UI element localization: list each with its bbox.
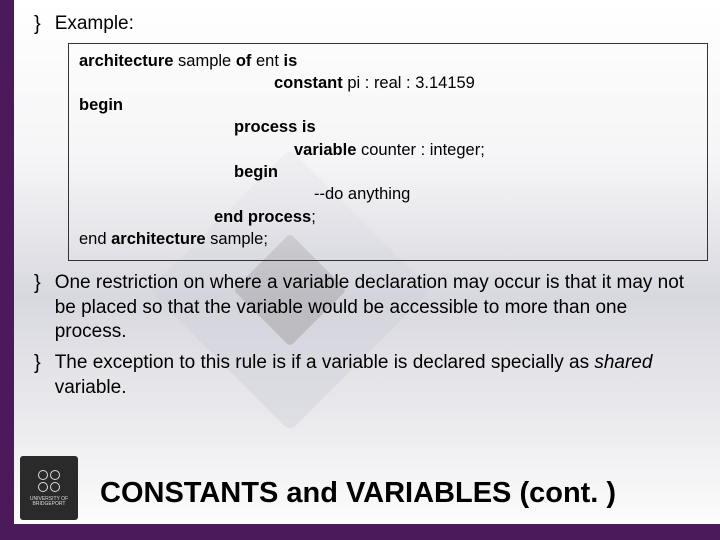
bullet-restriction: } One restriction on where a variable de… xyxy=(34,271,690,345)
code-line-8: end process; xyxy=(79,206,697,228)
code-line-7: --do anything xyxy=(79,183,697,205)
code-line-4: process is xyxy=(79,116,697,138)
slide-footer: UNIVERSITY OFBRIDGEPORT CONSTANTS and VA… xyxy=(0,444,720,540)
code-line-3: begin xyxy=(79,94,697,116)
bullet-exception: } The exception to this rule is if a var… xyxy=(34,351,690,400)
bullet-mark: } xyxy=(34,12,41,36)
code-example-box: architecture sample of ent is constant p… xyxy=(68,43,708,261)
code-line-9: end architecture sample; xyxy=(79,228,697,250)
bullet-example: } Example: xyxy=(34,12,690,37)
code-line-1: architecture sample of ent is xyxy=(79,50,697,72)
left-accent-bar xyxy=(0,0,14,540)
footer-accent-bar xyxy=(0,524,720,540)
slide-title: CONSTANTS and VARIABLES (cont. ) xyxy=(100,477,616,510)
bullet-text: The exception to this rule is if a varia… xyxy=(55,351,690,400)
university-logo: UNIVERSITY OFBRIDGEPORT xyxy=(20,456,78,520)
code-line-6: begin xyxy=(79,161,697,183)
bullet-text: One restriction on where a variable decl… xyxy=(55,271,690,345)
bullet-text: Example: xyxy=(55,12,690,37)
bullet-mark: } xyxy=(34,351,41,375)
code-line-2: constant pi : real : 3.14159 xyxy=(79,72,697,94)
bullet-mark: } xyxy=(34,271,41,295)
code-line-5: variable counter : integer; xyxy=(79,139,697,161)
logo-text: UNIVERSITY OFBRIDGEPORT xyxy=(30,497,68,507)
